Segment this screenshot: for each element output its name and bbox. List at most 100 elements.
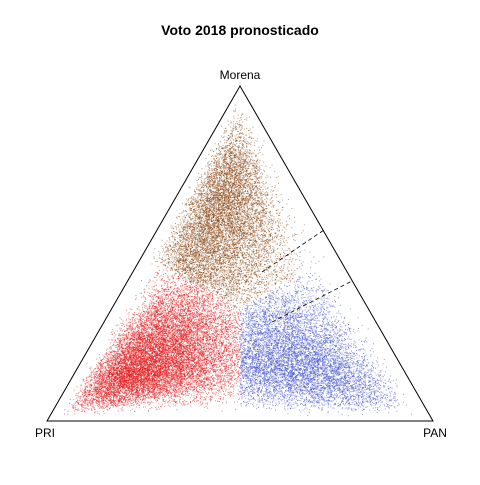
data-point (230, 271, 232, 273)
data-point (200, 280, 202, 282)
data-point (190, 260, 192, 262)
data-point (235, 156, 237, 157)
data-point (244, 142, 246, 144)
data-point (248, 174, 250, 175)
data-point (254, 235, 256, 237)
data-point (256, 275, 258, 277)
data-point (271, 260, 273, 262)
data-point (185, 223, 187, 225)
data-point (241, 127, 243, 129)
data-point (271, 196, 273, 198)
data-point (222, 220, 224, 222)
data-point (178, 235, 180, 236)
data-point (200, 199, 201, 201)
data-point (233, 271, 235, 273)
data-point (232, 178, 234, 180)
data-point (279, 242, 281, 244)
data-point (241, 144, 243, 146)
data-point (270, 203, 272, 205)
data-point (233, 271, 235, 272)
data-point (199, 237, 201, 238)
data-point (237, 195, 239, 197)
data-point (193, 249, 194, 251)
data-point (207, 183, 209, 185)
data-point (218, 158, 220, 160)
data-point (229, 193, 231, 195)
data-point (226, 157, 228, 159)
data-point (222, 224, 224, 226)
data-point (238, 174, 240, 176)
data-point (231, 263, 233, 265)
data-point (189, 187, 191, 189)
data-point (197, 270, 199, 272)
data-point (216, 152, 218, 154)
data-point (301, 242, 303, 244)
data-point (181, 268, 183, 270)
data-point (211, 207, 212, 209)
data-point (227, 228, 229, 230)
data-point (248, 224, 250, 226)
data-point (293, 239, 295, 241)
data-point (238, 170, 240, 172)
data-point (277, 224, 279, 226)
data-point (238, 136, 240, 138)
data-point (211, 285, 213, 287)
data-point (240, 235, 242, 237)
data-point (235, 193, 237, 195)
data-point (217, 277, 219, 279)
data-point (218, 185, 220, 187)
data-point (191, 271, 192, 273)
data-point (234, 280, 236, 282)
data-point (228, 212, 230, 214)
data-point (175, 226, 177, 228)
data-point (226, 188, 228, 190)
data-point (245, 216, 246, 218)
data-point (234, 273, 235, 275)
data-point (233, 180, 235, 182)
data-point (241, 177, 243, 179)
data-point (259, 203, 261, 204)
data-point (257, 188, 259, 190)
data-point (265, 281, 267, 283)
data-point (229, 269, 231, 270)
data-point (263, 140, 265, 142)
data-point (230, 276, 232, 278)
data-point (255, 191, 257, 193)
data-point (185, 233, 187, 235)
data-point (233, 116, 235, 118)
data-point (252, 225, 254, 227)
data-point (245, 168, 247, 170)
data-point (206, 208, 208, 210)
data-point (286, 225, 288, 227)
data-point (197, 238, 199, 240)
data-point (255, 255, 257, 257)
data-point (271, 289, 273, 291)
data-point (178, 261, 180, 263)
data-point (215, 159, 216, 161)
data-point (220, 235, 222, 237)
data-point (241, 263, 243, 265)
data-point (226, 204, 228, 206)
data-point (266, 211, 268, 213)
data-point (213, 155, 215, 157)
data-point (217, 159, 219, 161)
data-point (246, 299, 247, 301)
data-point (250, 178, 252, 180)
data-point (202, 246, 204, 248)
data-point (190, 196, 192, 198)
data-point (221, 153, 222, 155)
data-point (268, 259, 270, 260)
data-point (246, 252, 248, 253)
data-point (237, 191, 239, 193)
data-point (215, 271, 217, 273)
data-point (190, 243, 192, 245)
data-point (206, 259, 208, 261)
data-point (210, 262, 212, 264)
data-point (218, 146, 220, 148)
data-point (235, 272, 237, 274)
data-point (236, 276, 238, 278)
data-point (232, 262, 234, 264)
data-point (233, 160, 235, 162)
data-point (222, 222, 224, 224)
data-point (242, 154, 244, 156)
